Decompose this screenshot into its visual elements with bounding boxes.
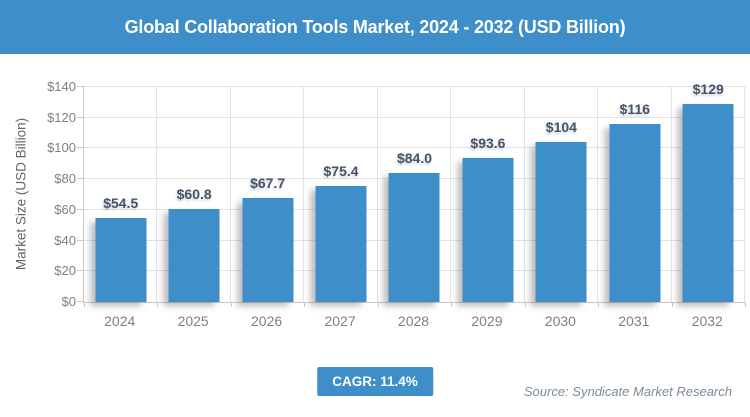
gridline-v: [744, 87, 745, 302]
bar-cell: $129: [672, 81, 745, 302]
bar-value-label: $84.0: [396, 150, 433, 166]
bar-2029: [462, 158, 514, 302]
y-tick-label: $60: [54, 201, 76, 217]
gridline-v: [376, 87, 378, 302]
gridline-v: [303, 87, 305, 302]
x-tick-label: 2030: [544, 313, 576, 329]
y-tick: [77, 86, 84, 87]
gridline-v: [450, 87, 452, 302]
bar-2032: [682, 103, 734, 302]
bar-value-label: $129: [692, 80, 724, 97]
y-tick: [77, 208, 84, 210]
x-tick-label: 2031: [618, 313, 650, 329]
x-tick: [745, 302, 746, 307]
y-axis-labels: $0 $20 $40 $60 $80 $100 $120 $140: [0, 79, 76, 309]
x-tick: [230, 302, 232, 307]
x-tick: [84, 302, 85, 307]
y-tick-label: $80: [54, 171, 76, 187]
plot-area: $54.5 $60.8 $67.7 $75.4 $84.0 $93.6 $104 $116 $1…: [77, 81, 746, 307]
gridline-h: [84, 116, 745, 118]
bar-2026: [242, 198, 294, 302]
bar-value-label: $67.7: [250, 175, 286, 192]
bar-value-label: $54.5: [103, 195, 139, 212]
header-bar: Global Collaboration Tools Market, 2024 …: [0, 0, 750, 54]
x-tick: [157, 302, 159, 307]
cagr-badge: CAGR: 11.4%: [317, 367, 433, 396]
x-tick-label: 2025: [177, 313, 209, 329]
gridline-v: [670, 87, 672, 302]
gridline-v: [229, 87, 231, 302]
y-tick: [77, 178, 84, 180]
y-tick-label: $40: [54, 232, 76, 248]
x-tick-label: 2026: [251, 313, 283, 329]
bar-value-label: $75.4: [323, 163, 359, 180]
gridline-v: [523, 87, 525, 302]
bar-value-label: $116: [619, 100, 651, 117]
page-title: Global Collaboration Tools Market, 2024 …: [124, 16, 626, 37]
x-tick: [304, 302, 306, 307]
bar-cell: $54.5: [84, 87, 157, 302]
bar-cell: $60.8: [157, 87, 230, 302]
y-tick-label: $120: [47, 109, 76, 125]
y-tick-label: $0: [61, 294, 76, 309]
x-tick: [671, 302, 673, 307]
bar-value-label: $93.6: [470, 135, 506, 152]
gridline-h: [84, 86, 745, 87]
y-tick: [77, 239, 84, 241]
x-tick: [377, 302, 379, 307]
y-tick-label: $100: [47, 140, 76, 156]
bar-cell: $116: [598, 87, 671, 302]
x-tick-label: 2024: [104, 313, 136, 329]
bar-cell: $75.4: [304, 87, 377, 302]
bar-2024: [95, 218, 147, 302]
bar-cell: $104: [525, 87, 598, 302]
y-tick: [77, 116, 84, 118]
x-tick-label: 2029: [471, 313, 503, 329]
x-tick: [451, 302, 453, 307]
source-text: Source: Syndicate Market Research: [523, 384, 732, 399]
bar-cell: $84.0: [378, 87, 451, 302]
gridline-v: [597, 87, 599, 302]
x-tick: [598, 302, 600, 307]
gridline-h: [84, 147, 745, 149]
y-tick: [77, 270, 84, 272]
bar-2030: [535, 142, 587, 302]
bar-2031: [609, 123, 661, 302]
bar-value-label: $104: [545, 119, 577, 136]
y-tick-label: $140: [47, 79, 76, 94]
bar-cell: $67.7: [231, 87, 304, 302]
x-tick-label: 2028: [397, 313, 430, 329]
x-tick-label: 2027: [324, 313, 356, 329]
bar-cell: $93.6: [451, 87, 524, 302]
bar-2025: [168, 208, 220, 302]
y-tick: [77, 301, 84, 302]
gridline-v: [156, 87, 158, 302]
y-tick-label: $20: [54, 263, 76, 279]
bar-value-label: $60.8: [176, 185, 212, 202]
x-tick: [524, 302, 526, 307]
bar-2028: [388, 173, 440, 302]
x-axis-labels: 2024 2025 2026 2027 2028 2029 2030 2031 2032: [83, 312, 744, 330]
x-tick-label: 2032: [691, 313, 723, 329]
y-tick: [77, 147, 84, 149]
bar-2027: [315, 186, 367, 302]
